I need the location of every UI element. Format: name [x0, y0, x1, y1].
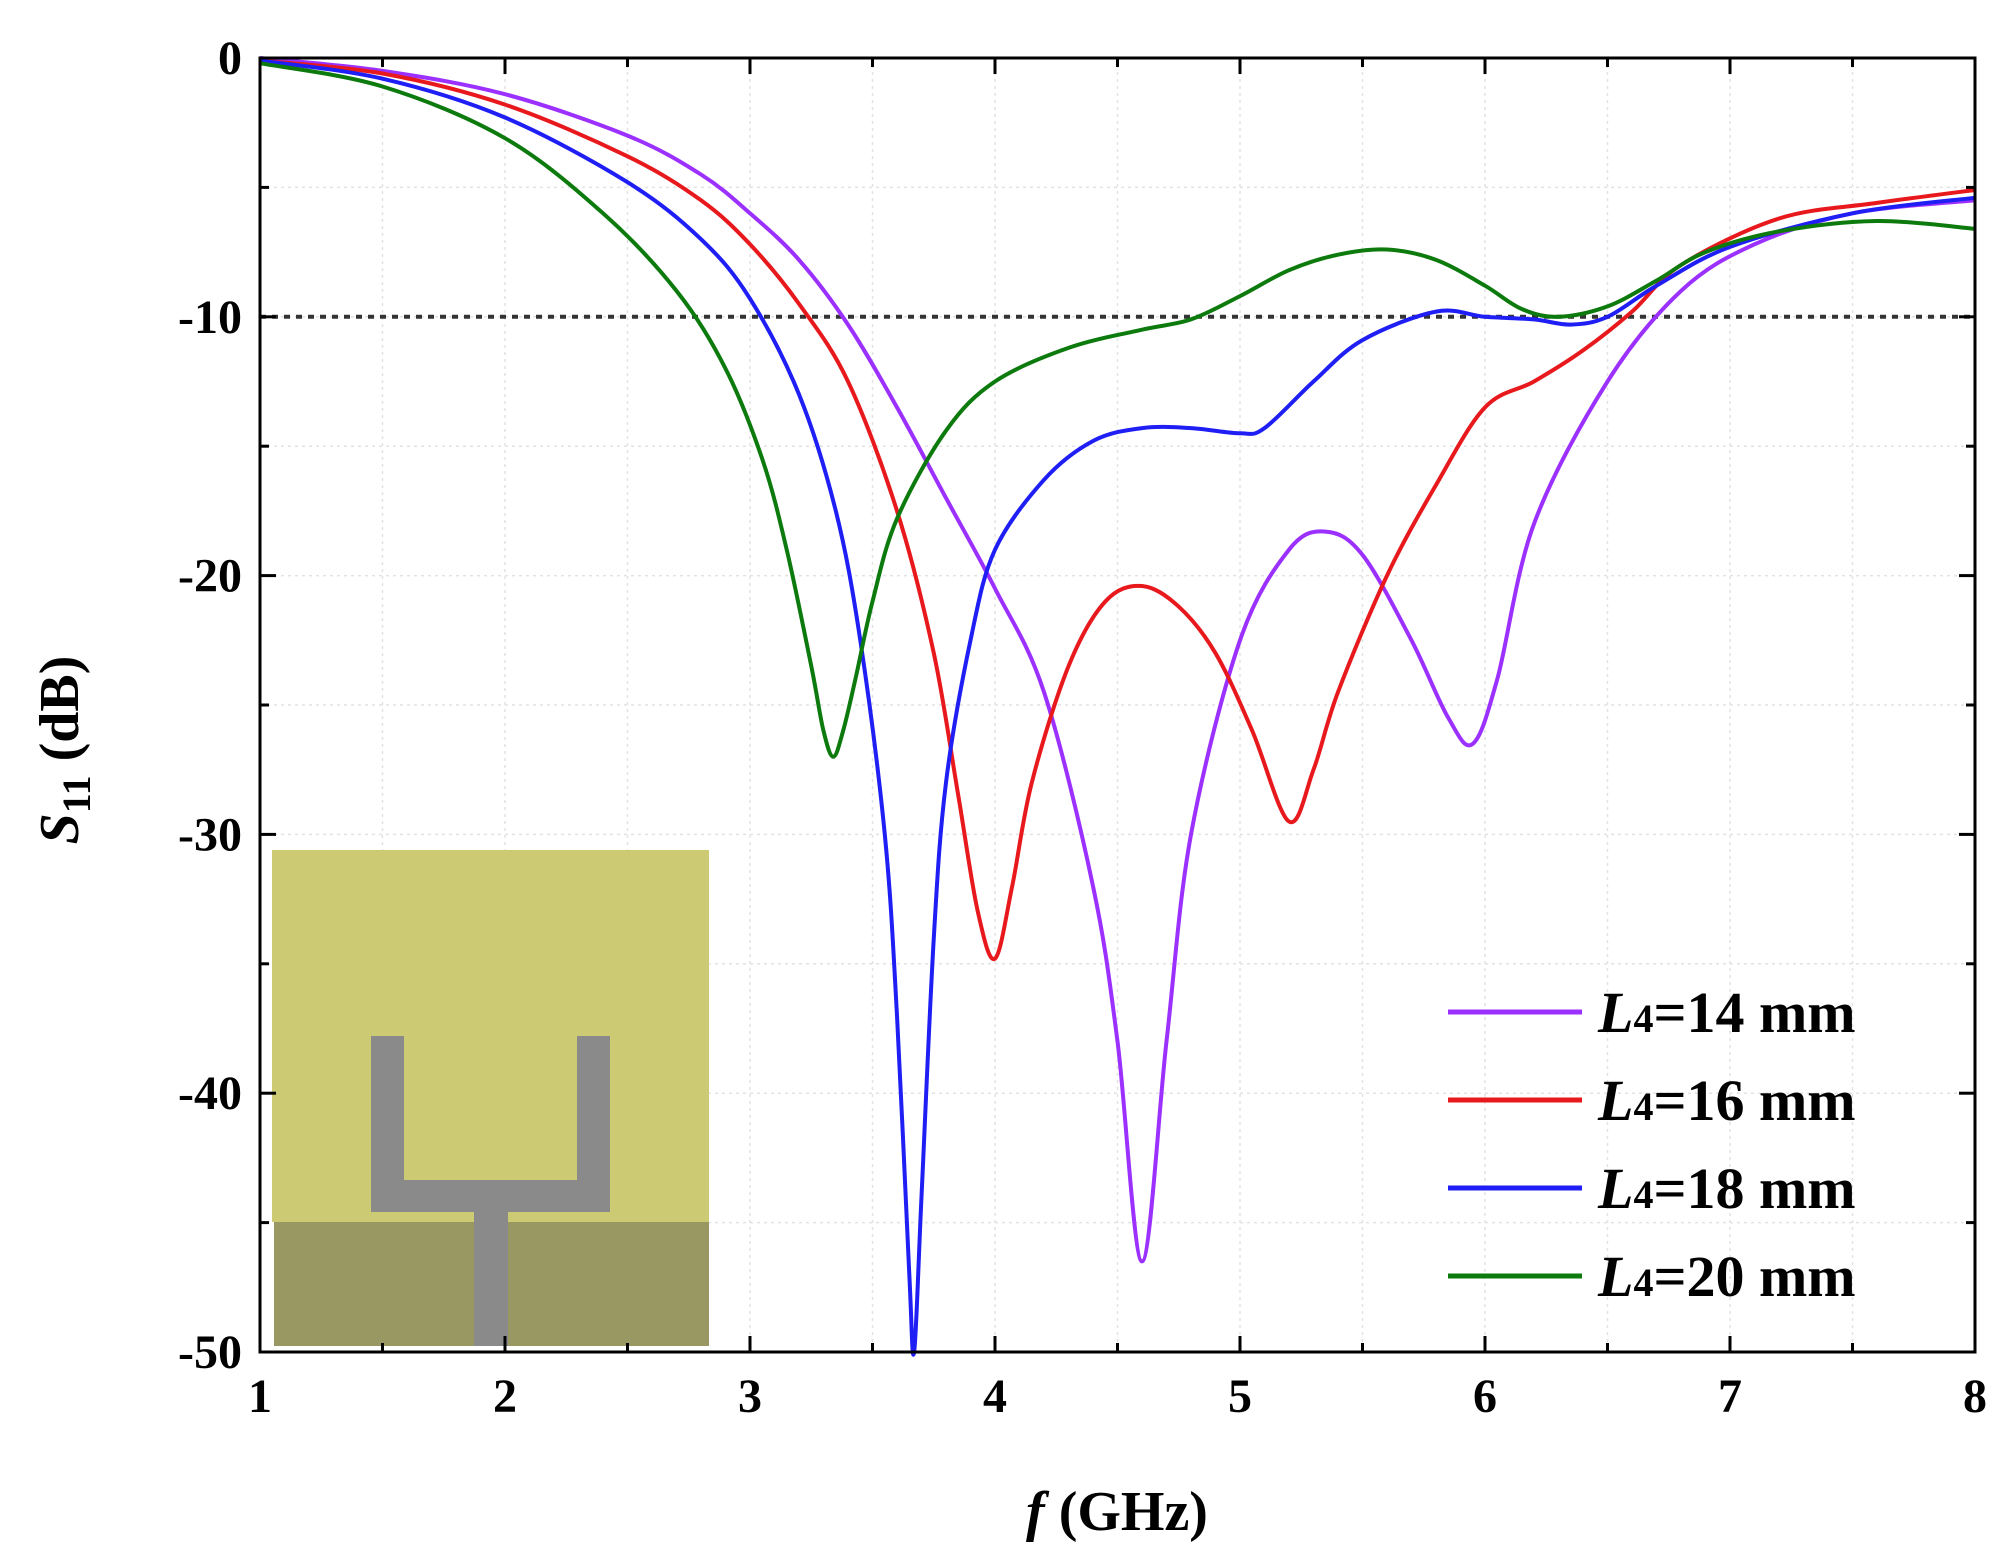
- series-line-1: [259, 56, 1976, 1264]
- x-tick-label: 6: [1473, 1370, 1497, 1423]
- y-tick-label: -30: [178, 808, 242, 861]
- inset-fork-patch: [371, 1036, 610, 1346]
- y-axis-title: S11 (dB): [29, 656, 99, 845]
- inset-substrate: [272, 850, 709, 1222]
- series-line-2: [259, 58, 1976, 961]
- y-tick-label: -20: [178, 550, 242, 603]
- x-tick-label: 2: [493, 1370, 517, 1423]
- x-axis-title: f (GHz): [1026, 1481, 1208, 1543]
- x-tick-label: 3: [738, 1370, 762, 1423]
- antenna-layout-icon: [272, 850, 709, 1346]
- y-tick-label: -10: [178, 291, 242, 344]
- y-tick-label: -40: [178, 1067, 242, 1120]
- x-tick-label: 8: [1963, 1370, 1987, 1423]
- y-tick-label: 0: [218, 32, 242, 85]
- series-line-3: [259, 58, 1976, 1357]
- ticks-layer: [258, 56, 1977, 1354]
- tick-labels-layer: 1 2 3 4 5 6 7 8 0 -10 -20 -30 -40 -50: [178, 32, 1987, 1423]
- series-layer: [259, 56, 1976, 1357]
- series-line-4: [259, 61, 1976, 759]
- legend-label-3: L4=18 mm: [1597, 1156, 1856, 1221]
- legend-label-1: L4=14 mm: [1597, 980, 1856, 1045]
- legend-label-2: L4=16 mm: [1597, 1068, 1856, 1133]
- legend: L4=14 mm L4=16 mm L4=18 mm L4=20 mm: [1448, 980, 1856, 1309]
- x-tick-label: 7: [1718, 1370, 1742, 1423]
- legend-label-4: L4=20 mm: [1597, 1244, 1856, 1309]
- x-tick-label: 4: [983, 1370, 1007, 1423]
- x-tick-label: 1: [248, 1370, 272, 1423]
- grid-layer: [260, 58, 1975, 1352]
- y-tick-label: -50: [178, 1326, 242, 1379]
- x-tick-label: 5: [1228, 1370, 1252, 1423]
